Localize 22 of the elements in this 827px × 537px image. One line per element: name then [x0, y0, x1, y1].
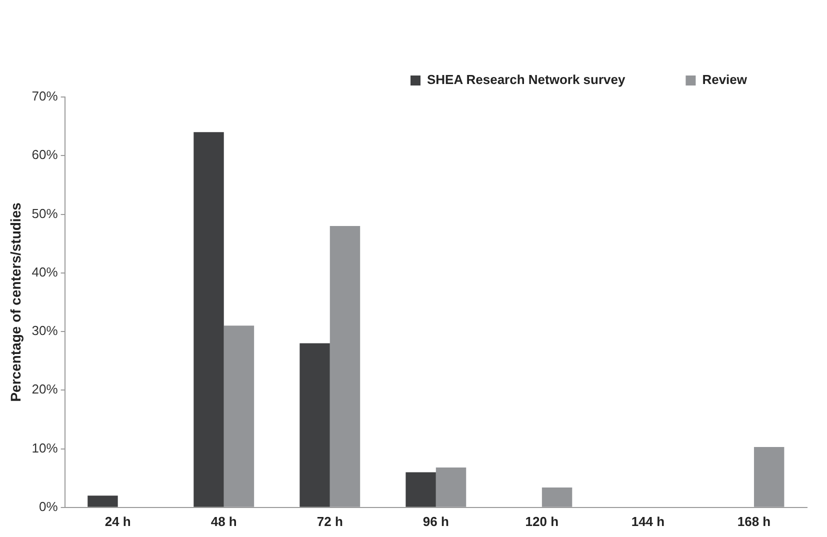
legend-label: Review — [702, 72, 748, 88]
y-tick-label: 30% — [32, 323, 58, 338]
x-tick-label: 168 h — [737, 514, 771, 529]
legend-label: SHEA Research Network survey — [427, 72, 626, 88]
y-axis-title: Percentage of centers/studies — [7, 202, 24, 402]
y-tick-label: 40% — [32, 264, 58, 280]
x-tick-label: 72 h — [316, 514, 343, 529]
bar — [194, 132, 224, 507]
y-tick-label: 0% — [39, 498, 58, 514]
x-tick-label: 48 h — [210, 514, 237, 529]
y-tick-label: 50% — [32, 206, 58, 221]
y-tick-label: 70% — [32, 88, 58, 104]
x-tick-label: 120 h — [525, 514, 559, 529]
bar — [300, 343, 330, 507]
bar — [88, 496, 118, 507]
x-tick-label: 24 h — [104, 514, 131, 529]
y-tick-label: 10% — [32, 440, 58, 456]
x-tick-label: 144 h — [631, 514, 665, 529]
x-tick-label: 96 h — [422, 514, 449, 529]
y-tick-label: 60% — [32, 147, 58, 162]
bar — [406, 472, 436, 507]
y-tick-label: 20% — [32, 382, 58, 397]
